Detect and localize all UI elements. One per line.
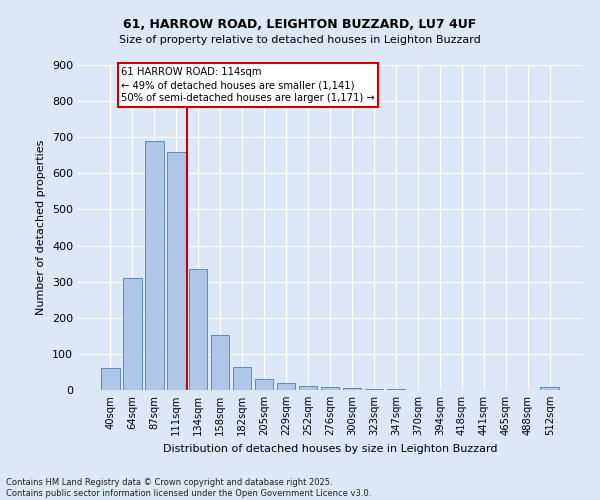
Bar [233,366,251,390]
Bar [541,387,559,390]
Bar [299,386,317,390]
Text: 61 HARROW ROAD: 114sqm
← 49% of detached houses are smaller (1,141)
50% of semi-: 61 HARROW ROAD: 114sqm ← 49% of detached… [121,67,375,103]
X-axis label: Distribution of detached houses by size in Leighton Buzzard: Distribution of detached houses by size … [163,444,497,454]
Text: 61, HARROW ROAD, LEIGHTON BUZZARD, LU7 4UF: 61, HARROW ROAD, LEIGHTON BUZZARD, LU7 4… [124,18,476,30]
Bar [211,335,229,390]
Bar [101,368,119,390]
Bar [167,152,185,390]
Bar [255,379,274,390]
Bar [277,383,295,390]
Bar [145,141,164,390]
Bar [123,278,142,390]
Bar [320,387,340,390]
Y-axis label: Number of detached properties: Number of detached properties [37,140,46,315]
Text: Size of property relative to detached houses in Leighton Buzzard: Size of property relative to detached ho… [119,35,481,45]
Bar [365,389,383,390]
Text: Contains HM Land Registry data © Crown copyright and database right 2025.
Contai: Contains HM Land Registry data © Crown c… [6,478,371,498]
Bar [189,269,208,390]
Bar [343,388,361,390]
